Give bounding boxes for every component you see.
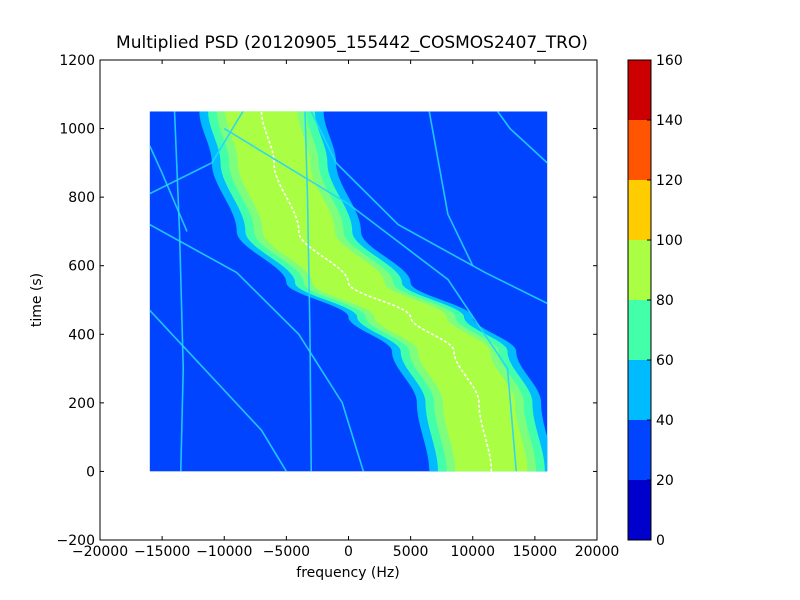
- x-tick-label: −10000: [196, 544, 252, 560]
- y-tick-label: 400: [68, 327, 95, 343]
- y-tick-label: 200: [68, 396, 95, 412]
- colorbar-tick-label: 20: [656, 473, 674, 489]
- faint-track: [149, 309, 288, 472]
- trace-band: [225, 111, 528, 472]
- y-axis-label: time (s): [29, 273, 45, 327]
- colorbar-tick-label: 40: [656, 413, 674, 429]
- y-tick-label: −200: [57, 533, 95, 549]
- faint-track: [149, 111, 244, 195]
- colorbar-tick-label: 0: [656, 533, 665, 549]
- colorbar-tick-label: 100: [656, 233, 683, 249]
- faint-track: [223, 127, 518, 472]
- faint-track: [149, 223, 365, 472]
- colorbar-tick-label: 60: [656, 353, 674, 369]
- colorbar: 0 20 40 60 80 100 120 140 160: [627, 53, 683, 549]
- colorbar-tick-label: 160: [656, 53, 683, 69]
- y-tick-label: 600: [68, 259, 95, 275]
- colorbar-segment: [628, 120, 651, 180]
- faint-track: [304, 111, 313, 472]
- faint-track: [428, 111, 474, 267]
- colorbar-tick-label: 120: [656, 173, 683, 189]
- x-tick-label: 20000: [575, 544, 620, 560]
- y-tick-label: 1000: [59, 122, 95, 138]
- x-tick-label: −5000: [263, 544, 310, 560]
- y-tick-label: 0: [86, 464, 95, 480]
- colorbar-segment: [628, 180, 651, 240]
- x-tick-label: 15000: [513, 544, 558, 560]
- faint-track: [310, 111, 548, 305]
- x-tick-label: 10000: [450, 544, 495, 560]
- colorbar-tick-label: 140: [656, 113, 683, 129]
- colorbar-segment: [628, 240, 651, 300]
- faint-tracks: [149, 111, 548, 472]
- chart-title: Multiplied PSD (20120905_155442_COSMOS24…: [116, 33, 588, 53]
- colorbar-segment: [628, 480, 651, 540]
- colorbar-segment: [628, 300, 651, 360]
- x-tick-label: −15000: [134, 544, 190, 560]
- x-axis-label: frequency (Hz): [296, 565, 399, 581]
- x-tick-label: 0: [344, 544, 353, 560]
- y-tick-label: 1200: [59, 53, 95, 69]
- faint-track: [149, 145, 188, 232]
- axes: −20000 −15000 −10000 −5000 0 5000 10000 15000 20…: [57, 53, 620, 560]
- colorbar-segment: [628, 60, 651, 120]
- main-trace: [199, 111, 548, 472]
- x-tick-label: −20000: [72, 544, 128, 560]
- faint-track: [173, 111, 185, 472]
- colorbar-segment: [628, 420, 651, 480]
- spectrogram: [149, 111, 548, 472]
- x-tick-label: 5000: [393, 544, 429, 560]
- y-tick-label: 800: [68, 190, 95, 206]
- faint-track: [496, 111, 548, 164]
- trace-centerline: [260, 111, 493, 472]
- colorbar-tick-label: 80: [656, 293, 674, 309]
- colorbar-segment: [628, 360, 651, 420]
